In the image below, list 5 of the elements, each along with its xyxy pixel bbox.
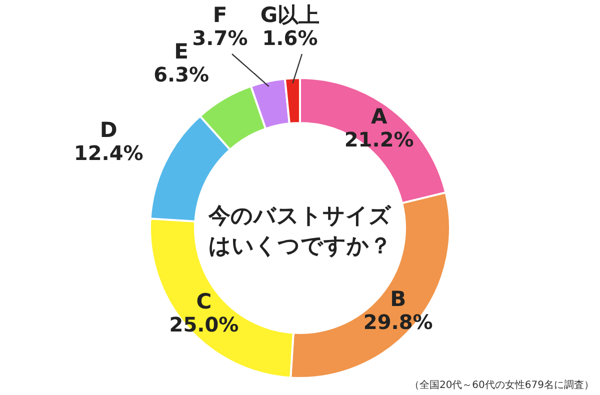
text: 今のバストサイズはいくつですか？ <box>208 204 392 259</box>
slice-label: G以上 <box>260 3 320 27</box>
slice-label: F <box>212 3 228 27</box>
data-label: 1.6% <box>262 26 318 50</box>
text: （全国20代～60代の女性679名に調査） <box>409 379 594 391</box>
